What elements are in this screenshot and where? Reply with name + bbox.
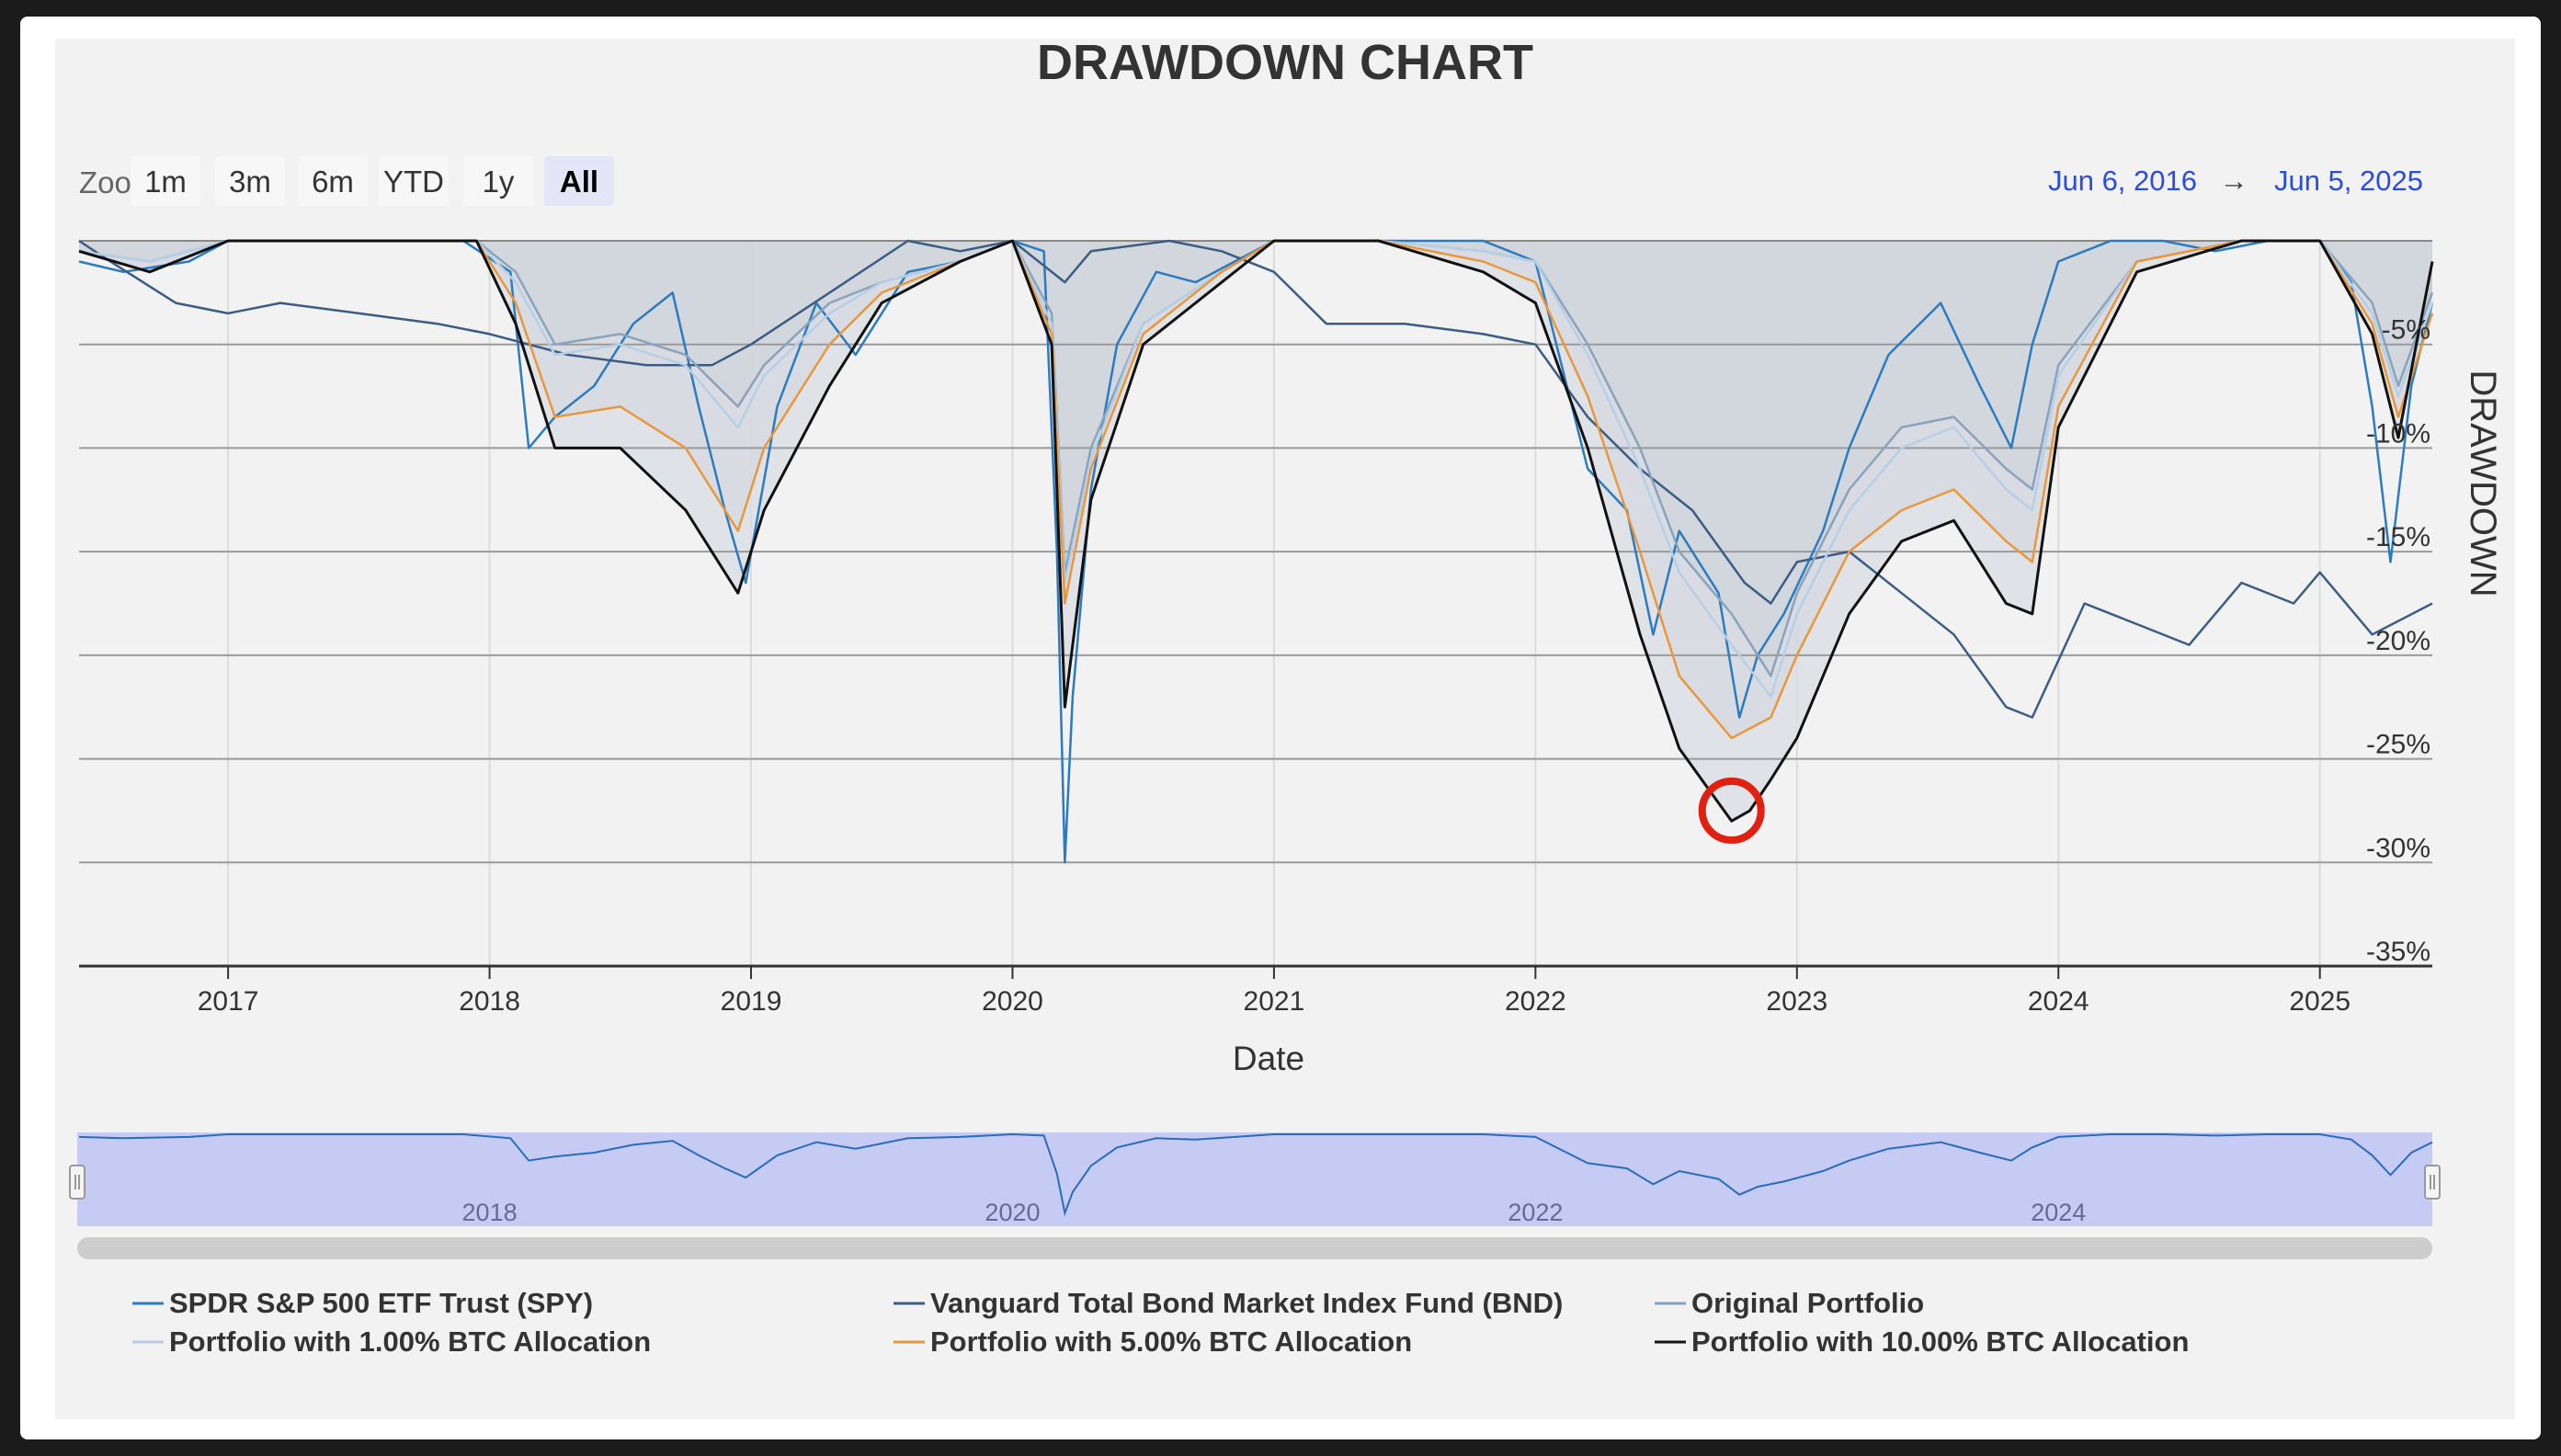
range-arrow: →: [2220, 165, 2248, 197]
legend: SPDR S&P 500 ETF Trust (SPY) Vanguard Tot…: [132, 1287, 2189, 1358]
legend-label[interactable]: Portfolio with 10.00% BTC Allocation: [1691, 1325, 2189, 1358]
x-axis-title: Date: [1233, 1040, 1304, 1077]
y-axis-ticks: -5% -10% -15% -20% -25% -30% -35%: [2366, 315, 2430, 967]
series-lines: [78, 239, 2434, 864]
zoom-button-bg[interactable]: [215, 156, 285, 206]
legend-label[interactable]: Vanguard Total Bond Market Index Fund (B…: [930, 1287, 1563, 1319]
y-tick-label: -10%: [2366, 418, 2430, 449]
navigator-handle-right[interactable]: [2424, 1165, 2441, 1200]
x-tick-label: 2020: [982, 986, 1043, 1017]
series-line[interactable]: [78, 239, 2433, 719]
navigator[interactable]: 2018 2020 2022 2024: [69, 1132, 2441, 1226]
legend-item[interactable]: Portfolio with 1.00% BTC Allocation: [132, 1325, 651, 1358]
y-tick-label: -30%: [2366, 833, 2430, 863]
annotations: [1698, 777, 1765, 844]
zoom-controls: Zoom 1m 3m 6m YTD 1y All: [79, 156, 614, 206]
navigator-year-label: 2018: [462, 1199, 518, 1226]
plot-area: -5% -10% -15% -20% -25% -30% -35% 2017 2018 2019…: [78, 239, 2434, 1017]
legend-item[interactable]: Portfolio with 10.00% BTC Allocation: [1655, 1325, 2189, 1358]
zoom-button-all[interactable]: All: [544, 156, 614, 206]
legend-item[interactable]: SPDR S&P 500 ETF Trust (SPY): [132, 1287, 593, 1319]
navigator-year-label: 2022: [1508, 1199, 1563, 1226]
legend-label[interactable]: Portfolio with 1.00% BTC Allocation: [169, 1325, 651, 1358]
chart-title: DRAWDOWN CHART: [1037, 39, 1533, 90]
y-tick-label: -35%: [2366, 937, 2430, 967]
drawdown-chart: DRAWDOWN CHART Zoom 1m 3m 6m YTD 1y All Jun 6…: [69, 35, 2503, 1358]
x-axis-ticks: 2017 2018 2019 2020 2021 2022 2023 2024 2025: [198, 966, 2350, 1017]
navigator-handle-left[interactable]: [69, 1165, 85, 1200]
legend-label[interactable]: Original Portfolio: [1691, 1287, 1924, 1319]
range-end-date[interactable]: Jun 5, 2025: [2274, 165, 2423, 197]
scrollbar[interactable]: [77, 1237, 2432, 1259]
x-tick-label: 2021: [1244, 986, 1305, 1017]
x-tick-label: 2025: [2289, 986, 2350, 1017]
zoom-button-label[interactable]: 1y: [483, 165, 515, 199]
legend-item[interactable]: Portfolio with 5.00% BTC Allocation: [894, 1325, 1412, 1358]
x-tick-label: 2024: [2028, 986, 2089, 1017]
series-area: [79, 241, 2432, 822]
y-tick-label: -5%: [2382, 315, 2430, 346]
navigator-year-label: 2024: [2031, 1199, 2086, 1226]
navigator-year-label: 2020: [985, 1199, 1040, 1226]
zoom-button-bg[interactable]: [544, 156, 614, 206]
legend-label[interactable]: SPDR S&P 500 ETF Trust (SPY): [169, 1287, 593, 1319]
zoom-button-1m[interactable]: 1m: [131, 156, 200, 206]
date-range-display: Jun 6, 2016 → Jun 5, 2025: [2048, 165, 2423, 197]
navigator-selection[interactable]: [77, 1132, 2432, 1226]
x-tick-label: 2019: [721, 986, 782, 1017]
zoom-button-3m[interactable]: 3m: [215, 156, 285, 206]
zoom-button-label[interactable]: 1m: [144, 165, 187, 199]
zoom-button-label[interactable]: All: [560, 165, 598, 199]
chart-panel: DRAWDOWN CHART Zoom 1m 3m 6m YTD 1y All Jun 6…: [55, 35, 2515, 1419]
legend-item[interactable]: Vanguard Total Bond Market Index Fund (B…: [894, 1287, 1563, 1319]
x-tick-label: 2023: [1766, 986, 1827, 1017]
zoom-button-1y[interactable]: 1y: [463, 156, 533, 206]
y-tick-label: -25%: [2366, 730, 2430, 760]
zoom-button-label[interactable]: 3m: [229, 165, 271, 199]
series-line[interactable]: [78, 239, 2434, 823]
y-tick-label: -20%: [2366, 626, 2430, 656]
legend-label[interactable]: Portfolio with 5.00% BTC Allocation: [930, 1325, 1412, 1358]
zoom-button-bg[interactable]: [131, 156, 200, 206]
zoom-button-6m[interactable]: 6m: [298, 156, 368, 206]
x-tick-label: 2017: [198, 986, 259, 1017]
area-fills: [79, 241, 2432, 822]
range-start-date[interactable]: Jun 6, 2016: [2048, 165, 2197, 197]
y-axis-title: DRAWDOWN: [2463, 370, 2503, 597]
x-tick-label: 2018: [459, 986, 520, 1017]
y-tick-label: -15%: [2366, 522, 2430, 552]
zoom-button-label[interactable]: YTD: [383, 165, 444, 199]
navigator-series-line: [78, 1132, 2433, 1217]
annotation-circle: [1698, 777, 1765, 844]
zoom-button-ytd[interactable]: YTD: [379, 156, 449, 206]
zoom-button-label[interactable]: 6m: [312, 165, 354, 199]
zoom-button-bg[interactable]: [379, 156, 449, 206]
x-tick-label: 2022: [1505, 986, 1566, 1017]
zoom-button-bg[interactable]: [463, 156, 533, 206]
legend-item[interactable]: Original Portfolio: [1655, 1287, 1924, 1319]
zoom-button-bg[interactable]: [298, 156, 368, 206]
